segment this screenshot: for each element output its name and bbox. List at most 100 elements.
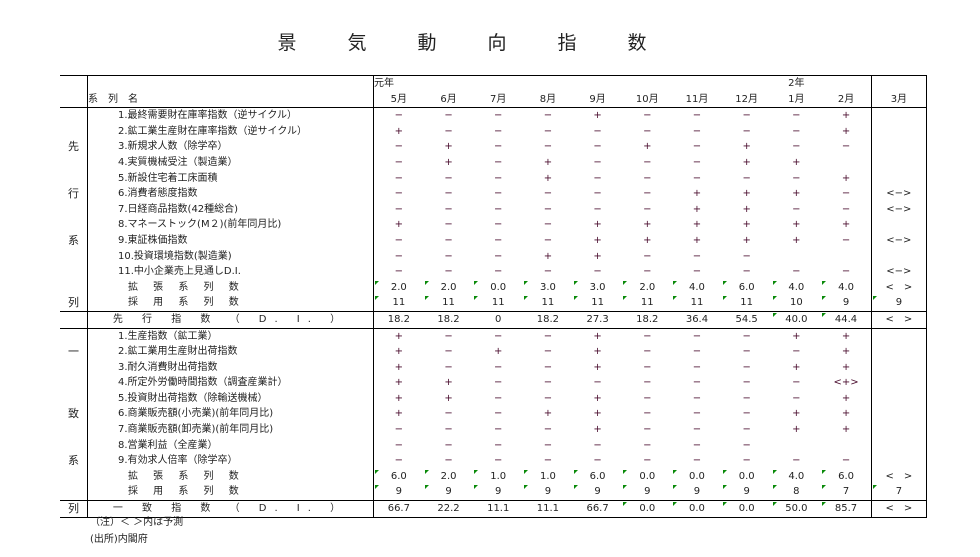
leading-value-cell: 18.2 — [423, 310, 474, 329]
coincident-forecast-cell: < > — [870, 500, 927, 518]
coincident-value-cell: − — [742, 455, 751, 467]
coincident-value-cell: − — [494, 455, 503, 467]
coincident-value-cell: + — [841, 346, 851, 358]
leading-value-cell: − — [444, 203, 453, 215]
leading-value-cell: − — [692, 156, 702, 168]
leading-side-label — [60, 264, 88, 280]
leading-row-name: 1.最終需要財在庫率指数（逆サイクル） — [87, 107, 374, 124]
leading-value-cell: + — [742, 156, 751, 168]
leading-value-cell: − — [643, 250, 652, 262]
coincident-value-cell: + — [593, 408, 602, 420]
coincident-value-cell: + — [444, 377, 453, 389]
coincident-value-cell: 22.2 — [423, 500, 474, 518]
leading-value-cell: − — [692, 266, 702, 278]
leading-value-cell: 18.2 — [523, 310, 573, 329]
leading-value-cell: − — [494, 219, 503, 231]
header-forecast-blank — [870, 74, 927, 92]
leading-value-cell: + — [742, 219, 751, 231]
leading-di-name: 先 行 指 数 （ D. I. ） — [87, 310, 374, 329]
coincident-side-label — [60, 328, 88, 345]
coincident-value-cell: + — [494, 346, 503, 358]
leading-row-name: 3.新規求人数（除学卒） — [87, 139, 374, 155]
leading-value-cell: − — [494, 188, 503, 200]
coincident-forecast-cell — [870, 328, 927, 345]
coincident-value-cell: 1.0 — [473, 469, 523, 485]
coincident-value-cell: 9 — [722, 484, 772, 500]
coincident-expansion-row: 拡 張 系 列 数 6.0 2.0 1.0 1.0 6.0 0.0 0.0 0.0 4.0 6.0 <… — [60, 468, 927, 485]
coincident-row-name: 9.有効求人倍率（除学卒） — [87, 453, 374, 469]
coincident-value-cell: 85.7 — [821, 500, 872, 518]
coincident-value-cell: − — [494, 377, 503, 389]
coincident-value-cell: 4.0 — [772, 469, 822, 485]
coincident-value-cell: − — [742, 361, 751, 373]
header-year — [721, 74, 772, 92]
coincident-side-label — [60, 484, 88, 501]
leading-forecast-cell — [870, 123, 927, 140]
coincident-value-cell: − — [444, 346, 453, 358]
coincident-side-label — [60, 437, 88, 454]
coincident-forecast-cell: 7 — [870, 484, 927, 501]
coincident-value-cell: − — [692, 392, 702, 404]
leading-value-cell: + — [692, 234, 702, 246]
leading-value-cell: − — [593, 172, 602, 184]
leading-value-cell: − — [692, 250, 702, 262]
page-title: 景 気 動 向 指 数 — [277, 32, 663, 54]
header-year — [622, 74, 673, 92]
header-month: 2月 — [821, 91, 872, 109]
leading-value-cell: − — [841, 188, 851, 200]
leading-row-name: 2.鉱工業生産財在庫率指数（逆サイクル） — [87, 123, 374, 140]
note-forecast: （注）＜ ＞内は予測 — [90, 517, 184, 528]
leading-value-cell: + — [692, 203, 702, 215]
coincident-value-cell: − — [643, 346, 652, 358]
leading-value-cell: − — [593, 188, 602, 200]
leading-value-cell: + — [444, 141, 453, 153]
leading-row-name: 7.日経商品指数(42種総合) — [87, 201, 374, 218]
leading-value-cell: − — [444, 188, 453, 200]
coincident-value-cell: − — [742, 439, 751, 451]
leading-value-cell: 10 — [772, 295, 822, 311]
leading-value-cell: − — [494, 172, 503, 184]
leading-value-cell: − — [692, 125, 702, 137]
coincident-value-cell: − — [494, 361, 503, 373]
coincident-di-name: 一 致 指 数 （ D. I. ） — [87, 500, 374, 518]
coincident-value-cell: − — [792, 377, 801, 389]
coincident-value-cell: + — [792, 408, 801, 420]
header-name-blank — [87, 74, 374, 92]
leading-value-cell: + — [841, 219, 851, 231]
coincident-value-cell: + — [593, 392, 602, 404]
coincident-value-cell: 0.0 — [622, 500, 673, 518]
coincident-value-cell: − — [543, 455, 553, 467]
coincident-value-cell: − — [494, 439, 503, 451]
leading-value-cell: + — [841, 125, 851, 137]
leading-value-cell: − — [593, 266, 602, 278]
coincident-value-cell: + — [394, 346, 404, 358]
leading-value-cell: 11 — [374, 295, 424, 311]
coincident-value-cell: 66.7 — [572, 500, 623, 518]
leading-series-row: 11.中小企業売上見通しD.I. − − − − − − − − − − <−> — [60, 264, 927, 280]
leading-value-cell: − — [742, 266, 751, 278]
leading-series-row: 先 3.新規求人数（除学卒） − + − − − + − + − − — [60, 139, 927, 155]
leading-value-cell: 4.0 — [672, 280, 722, 296]
leading-value-cell: + — [593, 234, 602, 246]
leading-value-cell: − — [643, 110, 652, 122]
coincident-value-cell: + — [394, 408, 404, 420]
coincident-value-cell: − — [444, 330, 453, 342]
header-month: 11月 — [672, 91, 722, 109]
coincident-value-cell: + — [841, 361, 851, 373]
leading-forecast-cell: <−> — [870, 264, 927, 280]
leading-di-row: 先 行 指 数 （ D. I. ） 18.2 18.2 0 18.2 27.3 18.2 36… — [60, 310, 927, 329]
leading-forecast-cell — [870, 170, 927, 187]
header-row-months: 系 列 名 5月 6月 7月 8月 9月 10月 11月 12月 1月 2月 3月 — [60, 91, 927, 109]
leading-value-cell: + — [593, 110, 602, 122]
coincident-value-cell: + — [593, 330, 602, 342]
coincident-value-cell: + — [841, 408, 851, 420]
leading-side-label — [60, 217, 88, 233]
leading-value-cell: 6.0 — [722, 280, 772, 296]
leading-value-cell: − — [643, 203, 652, 215]
coincident-value-cell: − — [792, 455, 801, 467]
leading-forecast-cell — [870, 154, 927, 171]
leading-value-cell: − — [494, 156, 503, 168]
coincident-series-row: 7.商業販売額(卸売業)(前年同月比) − − − − + − − − + + — [60, 422, 927, 438]
coincident-value-cell: − — [841, 455, 851, 467]
coincident-value-cell: 9 — [424, 484, 474, 500]
